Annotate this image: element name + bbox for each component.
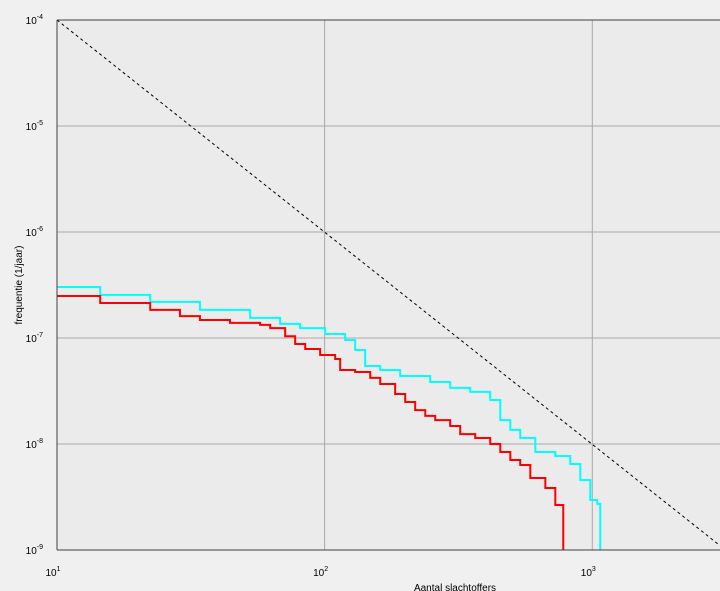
tick-exponent: -9 xyxy=(37,544,43,551)
tick-exponent: 2 xyxy=(324,566,328,573)
tick-exponent: 1 xyxy=(57,566,61,573)
plot-area xyxy=(57,20,720,550)
tick-base: 10 xyxy=(581,568,593,579)
tick-exponent: -8 xyxy=(37,438,43,445)
tick-base: 10 xyxy=(26,334,38,345)
tick-base: 10 xyxy=(26,122,38,133)
tick-base: 10 xyxy=(313,568,325,579)
tick-base: 10 xyxy=(26,228,38,239)
step-line xyxy=(57,295,565,550)
tick-label: 10-6 xyxy=(26,226,43,239)
tick-label: 10-8 xyxy=(26,438,43,451)
tick-label: 10-4 xyxy=(26,14,43,27)
tick-base: 10 xyxy=(26,546,38,557)
tick-label: 10-9 xyxy=(26,544,43,557)
tick-label: 103 xyxy=(581,566,596,579)
x-axis-label: Aantal slachtoffers xyxy=(414,583,496,591)
tick-exponent: -5 xyxy=(37,120,43,127)
tick-exponent: -4 xyxy=(37,14,43,21)
tick-base: 10 xyxy=(26,16,38,27)
y-axis-label: frequentie (1/jaar) xyxy=(14,246,25,325)
tick-label: 102 xyxy=(313,566,328,579)
tick-exponent: -7 xyxy=(37,332,43,339)
tick-label: 10-7 xyxy=(26,332,43,345)
tick-base: 10 xyxy=(26,440,38,451)
tick-base: 10 xyxy=(45,568,57,579)
tick-exponent: -6 xyxy=(37,226,43,233)
tick-exponent: 3 xyxy=(592,566,596,573)
step-line xyxy=(57,285,602,550)
tick-label: 101 xyxy=(45,566,60,579)
tick-label: 10-5 xyxy=(26,120,43,133)
series-group xyxy=(57,20,720,550)
